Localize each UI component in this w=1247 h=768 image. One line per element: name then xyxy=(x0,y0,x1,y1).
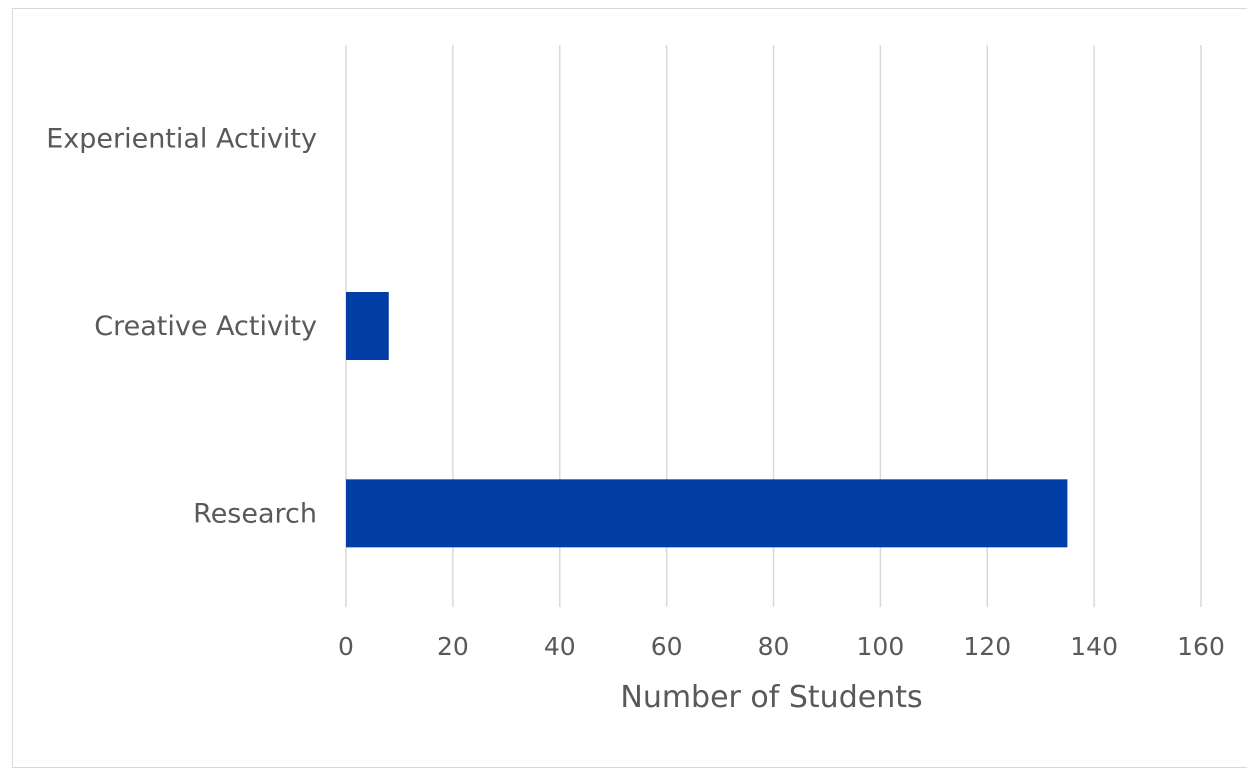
bar xyxy=(346,479,1068,548)
x-tick-label: 80 xyxy=(758,632,790,661)
x-tick-label: 60 xyxy=(651,632,683,661)
category-label: Research xyxy=(193,498,317,529)
chart-frame xyxy=(12,8,1247,768)
category-label: Experiential Activity xyxy=(46,124,317,155)
x-tick-label: 0 xyxy=(338,632,354,661)
bars xyxy=(346,292,1068,548)
x-tick-labels: 0 20 40 60 80 100 120 140 160 xyxy=(338,632,1225,661)
x-tick-label: 120 xyxy=(963,632,1011,661)
x-tick-label: 140 xyxy=(1070,632,1118,661)
x-tick-label: 40 xyxy=(544,632,576,661)
x-tick-label: 160 xyxy=(1177,632,1225,661)
x-tick-label: 100 xyxy=(857,632,905,661)
category-label: Creative Activity xyxy=(94,311,317,342)
x-axis-title: Number of Students xyxy=(620,680,922,715)
category-labels: Experiential Activity Creative Activity Re… xyxy=(46,124,317,530)
bar xyxy=(346,292,389,360)
x-tick-label: 20 xyxy=(437,632,469,661)
